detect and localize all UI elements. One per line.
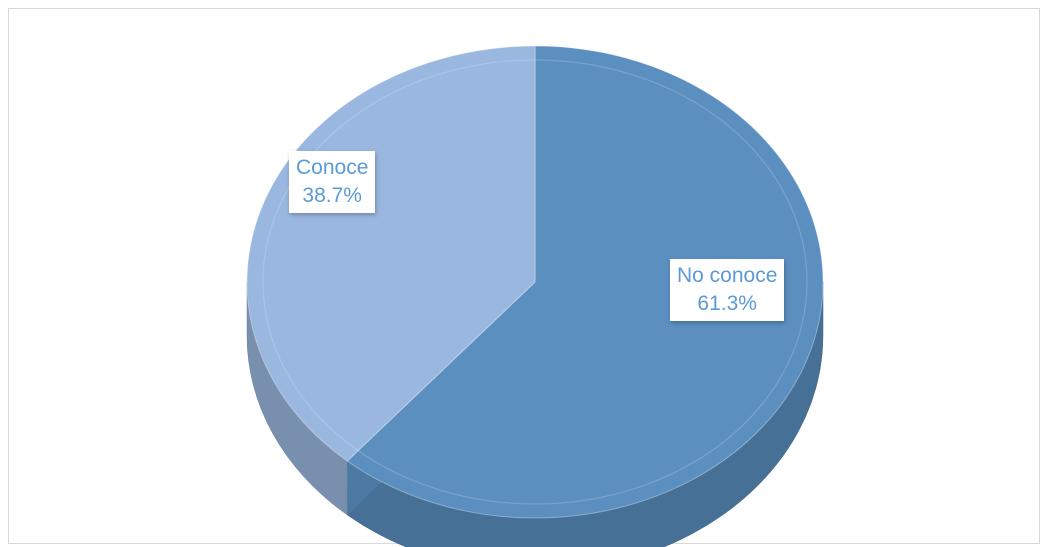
data-label-conoce: Conoce 38.7% xyxy=(289,151,376,213)
data-label-no-conoce: No conoce 61.3% xyxy=(670,259,785,321)
pie-slice-1 xyxy=(246,45,536,462)
pie-slice-0 xyxy=(346,45,824,519)
pie-top xyxy=(246,45,824,519)
data-label-value: 61.3% xyxy=(697,292,757,315)
pie-bevel xyxy=(262,59,808,505)
data-label-category: No conoce xyxy=(677,264,778,287)
data-label-category: Conoce xyxy=(296,156,369,179)
data-label-value: 38.7% xyxy=(302,184,362,207)
